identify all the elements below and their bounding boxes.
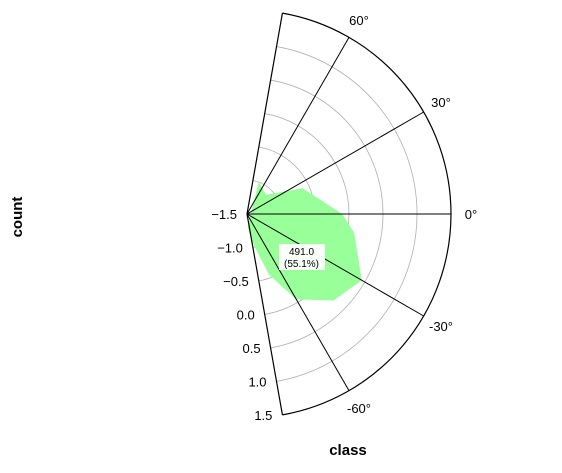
radial-tick-label: −1.0: [217, 240, 243, 255]
frame-edge: [246, 12, 284, 215]
spoke-layer: [246, 37, 451, 391]
radial-tick-label: 1.5: [254, 408, 272, 423]
outer-frame-arc: [282, 12, 452, 416]
angular-tick-label: -60°: [347, 401, 371, 416]
radial-tick-label: 1.0: [248, 374, 266, 389]
annotation-layer: 491.0 (55.1%): [279, 244, 325, 270]
radial-tick-label: −1.5: [211, 207, 237, 222]
angular-tick-label: 0°: [465, 207, 477, 222]
y-axis-title: count: [9, 197, 26, 238]
x-axis-title: class: [329, 442, 367, 459]
angular-spoke: [246, 111, 424, 215]
angular-tick-label: 60°: [349, 13, 369, 28]
radial-tick-label: −0.5: [223, 274, 249, 289]
data-label-box: [279, 244, 325, 270]
angular-spoke: [246, 213, 424, 317]
angular-spoke: [246, 213, 350, 391]
frame-layer: [246, 12, 452, 416]
radial-tick-label: 0.5: [243, 341, 261, 356]
data-label-value: 491.0: [289, 247, 314, 258]
frame-edge: [246, 213, 284, 416]
angular-tick-label: -30°: [429, 319, 453, 334]
radial-tick-label: 0.0: [237, 307, 255, 322]
data-label-percent: (55.1%): [284, 259, 319, 270]
angular-spoke: [246, 37, 350, 215]
angular-tick-label: 30°: [431, 95, 451, 110]
series-area: [247, 182, 362, 301]
data-layer: [247, 182, 362, 301]
label-layer: 60° 30° 0° -30° -60° −1.5 −1.0 −0.5 0.0 0.5 1.0 1.5: [211, 13, 477, 423]
